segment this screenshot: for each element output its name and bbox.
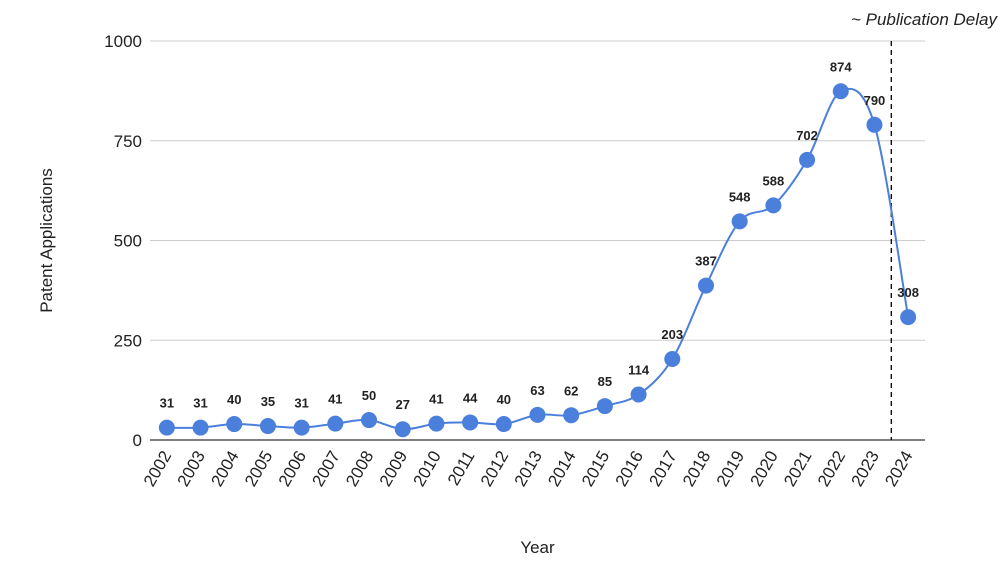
data-point — [900, 309, 917, 326]
data-point — [394, 421, 411, 438]
x-tick-label: 2008 — [342, 448, 377, 490]
data-label: 40 — [227, 392, 241, 407]
y-axis-title: Patent Applications — [37, 168, 56, 313]
data-label: 62 — [564, 383, 578, 398]
annotation: ~ Publication Delay — [851, 10, 999, 440]
x-tick-label: 2006 — [275, 448, 310, 490]
data-point — [799, 151, 816, 168]
data-point — [866, 116, 883, 133]
data-point — [832, 83, 849, 100]
x-tick-label: 2005 — [241, 448, 276, 490]
y-tick-label: 750 — [114, 132, 142, 151]
x-tick-label: 2007 — [308, 448, 343, 490]
data-label: 41 — [328, 392, 342, 407]
y-tick-label: 0 — [133, 431, 142, 450]
x-tick-label: 2018 — [679, 448, 714, 490]
x-axis-title: Year — [520, 538, 555, 557]
y-tick-label: 1000 — [104, 32, 142, 51]
data-point — [495, 416, 512, 433]
publication-delay-label: ~ Publication Delay — [851, 10, 999, 29]
data-point — [259, 418, 276, 435]
data-label: 85 — [598, 374, 612, 389]
x-tick-label: 2023 — [848, 448, 883, 490]
data-point — [563, 407, 580, 424]
data-label: 41 — [429, 392, 443, 407]
x-tick-label: 2024 — [881, 448, 916, 490]
data-point — [361, 412, 378, 429]
data-label: 387 — [695, 254, 717, 269]
data-label: 40 — [497, 392, 511, 407]
x-tick-label: 2003 — [174, 448, 209, 490]
data-point — [192, 419, 209, 436]
data-point — [731, 213, 748, 230]
data-label: 44 — [463, 390, 478, 405]
data-label: 50 — [362, 388, 376, 403]
data-point — [697, 277, 714, 294]
data-label: 790 — [864, 93, 886, 108]
x-tick-label: 2009 — [376, 448, 411, 490]
data-point — [630, 386, 647, 403]
data-label: 308 — [897, 285, 919, 300]
x-tick-label: 2021 — [780, 448, 815, 490]
data-point — [428, 415, 445, 432]
y-tick-label: 250 — [114, 331, 142, 350]
x-tick-label: 2010 — [410, 448, 445, 490]
x-tick-label: 2011 — [444, 448, 479, 489]
gridlines — [150, 40, 925, 341]
x-tick-label: 2014 — [544, 448, 579, 490]
data-point — [226, 416, 243, 433]
data-point — [664, 351, 681, 368]
data-point — [462, 414, 479, 431]
data-label: 548 — [729, 189, 751, 204]
x-tick-label: 2013 — [511, 448, 546, 490]
data-point — [327, 415, 344, 432]
x-tick-label: 2002 — [140, 448, 175, 490]
series — [158, 83, 917, 438]
x-tick-label: 2022 — [814, 448, 849, 490]
x-tick-label: 2019 — [713, 448, 748, 490]
data-point — [596, 398, 613, 415]
x-tick-label: 2017 — [645, 448, 680, 490]
data-label: 35 — [261, 394, 275, 409]
x-tick-label: 2012 — [477, 447, 512, 489]
data-label: 31 — [193, 396, 207, 411]
data-label: 31 — [160, 396, 174, 411]
x-tick-label: 2020 — [746, 448, 781, 490]
data-labels: 31 31 40 35 31 41 50 27 41 44 40 63 62 85 114 203 387 548… — [160, 59, 919, 412]
data-point — [765, 197, 782, 214]
data-label: 203 — [661, 327, 683, 342]
data-point — [293, 419, 310, 436]
data-point — [158, 419, 175, 436]
x-tick-label: 2016 — [612, 448, 647, 490]
data-label: 27 — [395, 397, 409, 412]
data-label: 63 — [530, 383, 544, 398]
data-label: 702 — [796, 128, 818, 143]
data-label: 588 — [763, 173, 785, 188]
y-tick-label: 500 — [114, 232, 142, 251]
data-point — [529, 406, 546, 423]
data-label: 114 — [628, 363, 650, 378]
x-tick-label: 2004 — [207, 448, 242, 490]
data-label: 31 — [294, 396, 308, 411]
x-tick-label: 2015 — [578, 448, 613, 490]
data-label: 874 — [830, 59, 852, 74]
